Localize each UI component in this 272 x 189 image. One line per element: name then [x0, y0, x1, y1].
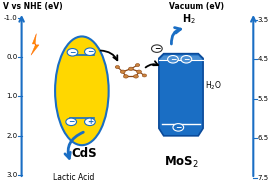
Text: H$_2$: H$_2$: [182, 13, 196, 26]
Text: H$_2$O: H$_2$O: [205, 80, 222, 92]
Text: +: +: [87, 117, 93, 126]
Text: 3.0: 3.0: [6, 172, 18, 178]
Text: 7.5: 7.5: [257, 175, 268, 180]
Text: Vacuum (eV): Vacuum (eV): [169, 2, 224, 11]
Text: 3.5: 3.5: [257, 17, 268, 23]
Circle shape: [168, 56, 178, 63]
Polygon shape: [159, 54, 203, 136]
Text: CdS: CdS: [72, 147, 97, 160]
Text: -1.0: -1.0: [4, 15, 18, 21]
Text: 0.0: 0.0: [6, 54, 18, 60]
Circle shape: [134, 75, 138, 78]
Text: 1.0: 1.0: [6, 93, 18, 99]
Text: 5.5: 5.5: [257, 96, 268, 102]
Circle shape: [135, 64, 140, 67]
Text: MoS$_2$: MoS$_2$: [163, 155, 198, 170]
Text: −: −: [170, 55, 176, 64]
Text: V vs NHE (eV): V vs NHE (eV): [3, 2, 63, 11]
Circle shape: [137, 70, 141, 73]
Circle shape: [66, 118, 76, 126]
Circle shape: [152, 45, 162, 52]
Text: −: −: [87, 47, 93, 56]
Circle shape: [120, 70, 125, 73]
Circle shape: [181, 56, 192, 63]
Circle shape: [173, 124, 184, 131]
Text: 6.5: 6.5: [257, 135, 268, 141]
Text: −: −: [68, 117, 74, 126]
Text: −: −: [183, 55, 190, 64]
Circle shape: [85, 118, 95, 126]
Circle shape: [85, 48, 95, 56]
Text: −: −: [175, 123, 181, 132]
Text: Lactic Acid: Lactic Acid: [53, 174, 95, 183]
Text: 4.5: 4.5: [257, 57, 268, 62]
Circle shape: [142, 74, 147, 77]
Circle shape: [123, 75, 128, 78]
Circle shape: [115, 66, 119, 69]
Text: −: −: [69, 48, 76, 57]
Text: −: −: [154, 44, 160, 53]
Circle shape: [67, 49, 78, 56]
Polygon shape: [31, 34, 39, 55]
Text: 2.0: 2.0: [7, 133, 18, 139]
Circle shape: [128, 67, 133, 70]
Polygon shape: [159, 56, 203, 60]
Ellipse shape: [55, 36, 109, 145]
